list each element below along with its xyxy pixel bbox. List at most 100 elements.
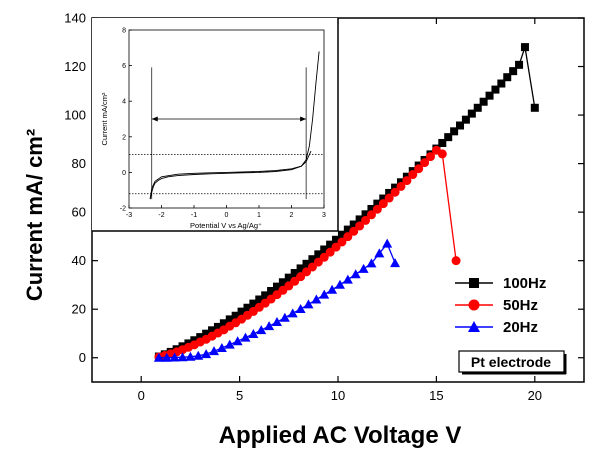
data-point-20hz	[374, 248, 385, 258]
y-tick-label: 40	[72, 253, 86, 268]
data-point-20hz	[216, 343, 227, 353]
data-point-100hz	[467, 109, 476, 118]
main-x-axis: 0 5 10 15 20	[138, 18, 542, 403]
data-point-100hz	[326, 240, 335, 249]
y-tick-label: 100	[64, 108, 86, 123]
data-point-50hz	[408, 170, 418, 180]
series-20hz	[153, 238, 401, 362]
data-point-100hz	[255, 295, 264, 304]
legend-item-20hz: 20Hz	[455, 319, 538, 336]
data-point-50hz	[378, 199, 388, 209]
data-point-50hz	[343, 232, 353, 242]
data-point-20hz	[264, 321, 275, 331]
legend-item-50hz: 50Hz	[455, 297, 538, 314]
data-point-100hz	[361, 210, 370, 219]
data-point-100hz	[479, 97, 488, 106]
y-tick-label: 0	[79, 350, 86, 365]
data-point-50hz	[319, 252, 329, 262]
inset-series-group	[149, 51, 320, 200]
main-x-axis-title: Applied AC Voltage V	[219, 422, 462, 449]
data-point-20hz	[334, 279, 345, 289]
data-point-20hz	[153, 352, 164, 362]
x-tick-label: 20	[528, 388, 542, 403]
inset-reference-lines	[129, 67, 324, 200]
y-tick-label: 140	[64, 11, 86, 26]
data-point-50hz	[355, 221, 365, 231]
data-point-100hz	[497, 79, 506, 88]
data-point-50hz	[425, 152, 435, 162]
data-point-100hz	[202, 329, 211, 338]
inset-cv-curve-2	[149, 150, 312, 200]
data-point-100hz	[243, 303, 252, 312]
data-point-20hz	[248, 328, 259, 338]
data-point-20hz	[224, 339, 235, 349]
inset-x-tick-label: -2	[158, 212, 164, 219]
data-point-100hz	[491, 85, 500, 94]
data-point-100hz	[485, 91, 494, 100]
inset-y-axis-title: Current mA/cm²	[100, 92, 109, 145]
inset-y-tick-label: 8	[122, 28, 126, 35]
data-point-100hz	[190, 336, 199, 345]
data-point-50hz	[402, 176, 412, 186]
data-point-100hz	[385, 188, 394, 197]
y-tick-label: 60	[72, 205, 86, 220]
data-point-50hz	[372, 204, 382, 214]
data-point-50hz	[390, 187, 400, 197]
data-point-50hz	[331, 242, 341, 252]
data-point-20hz	[342, 274, 353, 284]
legend: 100Hz 50Hz 20Hz	[455, 275, 546, 336]
y-tick-label: 80	[72, 156, 86, 171]
legend-marker-circle	[468, 299, 480, 311]
data-point-100hz	[456, 121, 465, 130]
data-point-100hz	[332, 235, 341, 244]
data-point-100hz	[520, 43, 529, 52]
legend-label-100hz: 100Hz	[503, 275, 546, 292]
inset-cv-curve-1	[149, 51, 320, 200]
data-point-100hz	[225, 315, 234, 324]
data-point-20hz	[169, 352, 180, 362]
inset-x-tick-label: 1	[257, 212, 261, 219]
data-point-100hz	[503, 73, 512, 82]
data-point-20hz	[295, 303, 306, 313]
data-point-20hz	[177, 352, 188, 362]
data-point-100hz	[373, 199, 382, 208]
data-point-100hz	[278, 278, 287, 287]
legend-label-50hz: 50Hz	[503, 297, 538, 314]
inset-x-tick-label: 3	[322, 212, 326, 219]
data-point-100hz	[302, 259, 311, 268]
data-point-100hz	[515, 60, 524, 69]
data-point-100hz	[355, 215, 364, 224]
data-point-100hz	[438, 138, 447, 147]
data-point-20hz	[311, 294, 322, 304]
main-y-axis-title: Current mA/ cm²	[22, 129, 47, 301]
inset-x-tick-label: -1	[191, 212, 197, 219]
legend-item-100hz: 100Hz	[455, 275, 546, 292]
data-point-50hz	[337, 237, 347, 247]
data-point-20hz	[319, 289, 330, 299]
data-point-100hz	[249, 299, 258, 308]
data-point-100hz	[290, 269, 299, 278]
data-point-20hz	[232, 336, 243, 346]
data-point-100hz	[379, 194, 388, 203]
inset-y-tick-label: 2	[122, 134, 126, 141]
data-point-20hz	[201, 349, 212, 359]
data-point-50hz	[414, 164, 424, 174]
data-point-100hz	[267, 287, 276, 295]
data-point-50hz	[361, 215, 371, 225]
electrode-badge: Pt electrode	[458, 350, 567, 375]
data-point-100hz	[444, 133, 453, 142]
data-point-20hz	[366, 258, 377, 268]
data-point-20hz	[240, 332, 251, 342]
inset-y-tick-label: 0	[122, 170, 126, 177]
inset-background	[92, 18, 338, 231]
data-point-20hz	[327, 284, 338, 294]
data-point-100hz	[231, 311, 240, 320]
data-point-100hz	[261, 291, 270, 300]
data-point-20hz	[193, 350, 204, 360]
data-point-20hz	[382, 238, 393, 248]
data-point-20hz	[209, 346, 220, 356]
data-point-100hz	[450, 127, 459, 136]
